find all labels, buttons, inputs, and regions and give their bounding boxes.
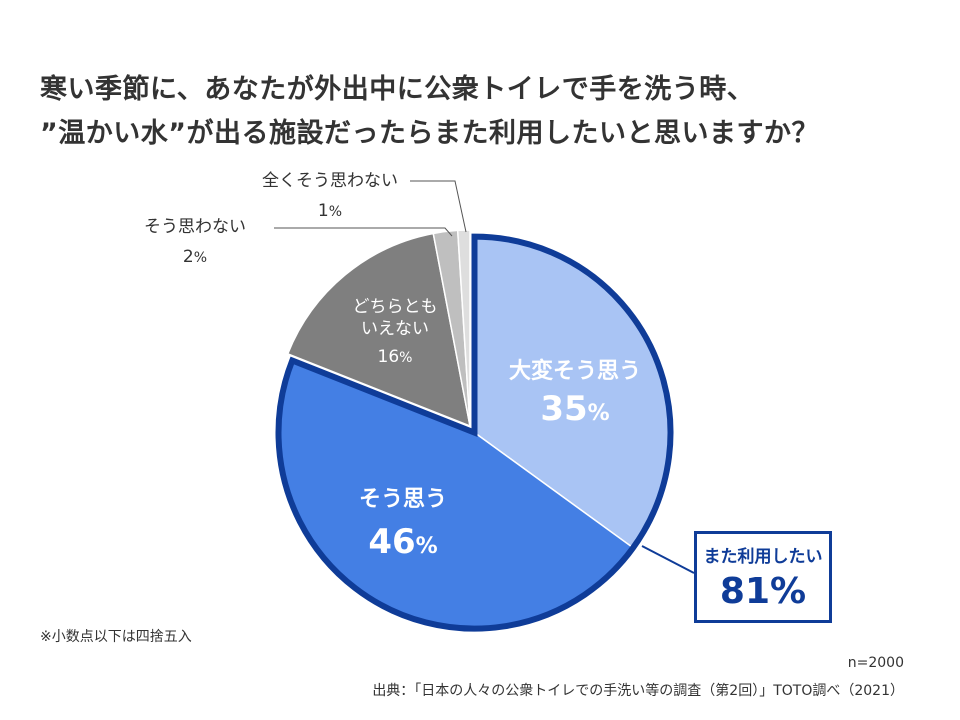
slice-5-leader-line xyxy=(410,180,467,233)
slice-4-leader-line xyxy=(274,227,453,237)
highlight-callout-value: 81% xyxy=(719,571,807,612)
source-citation: 出典：「日本の人々の公衆トイレでの手洗い等の調査（第2回）」TOTO調べ（202… xyxy=(372,683,904,699)
sample-size: n=2000 xyxy=(847,655,904,671)
chart-title-line-1: 寒い季節に、あなたが外出中に公衆トイレで手を洗う時、 xyxy=(40,74,755,105)
slice-3-wedge xyxy=(286,232,471,428)
slice-1-label: 大変そう思う xyxy=(509,358,641,384)
highlight-connector-line xyxy=(641,545,695,574)
slice-5-percent: 1% xyxy=(318,201,342,221)
chart-title-line-2: ”温かい水”が出る施設だったらまた利用したいと思いますか？ xyxy=(40,118,819,149)
slice-2-percent: 46% xyxy=(368,522,437,562)
slice-3-label-line-2: いえない xyxy=(361,319,429,339)
highlight-group-border xyxy=(275,233,674,632)
highlight-callout: また利用したい 81% xyxy=(694,531,832,623)
chart-title: 寒い季節に、あなたが外出中に公衆トイレで手を洗う時、 ”温かい水”が出る施設だっ… xyxy=(40,68,940,156)
highlight-callout-label: また利用したい xyxy=(703,547,823,567)
slice-5-wedge xyxy=(456,229,471,427)
slice-1-percent: 35% xyxy=(540,389,609,429)
slice-3-label: どちらとも xyxy=(353,297,438,317)
slice-4-label: そう思わない xyxy=(144,217,246,237)
rounding-note: ※小数点以下は四捨五入 xyxy=(40,629,192,645)
slice-5-label: 全くそう思わない xyxy=(262,171,398,191)
slice-2-label: そう思う xyxy=(359,487,447,512)
slice-4-percent: 2% xyxy=(183,247,207,267)
slice-3-percent: 16% xyxy=(378,347,413,367)
